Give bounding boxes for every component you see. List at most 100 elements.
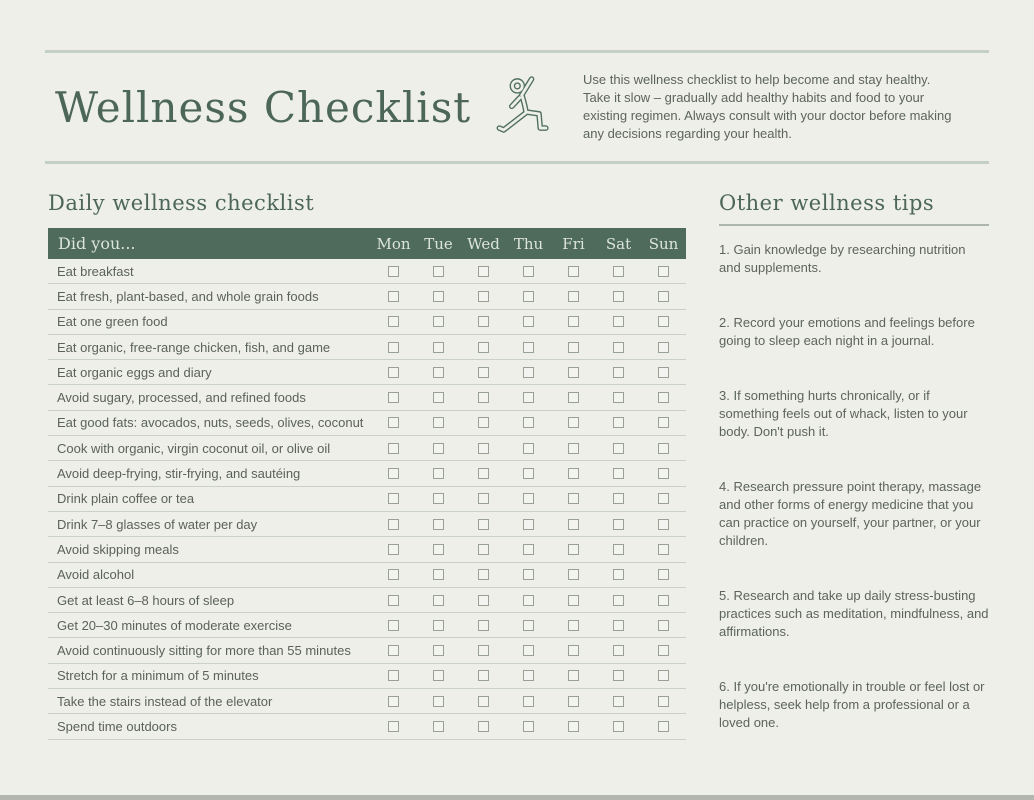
checkbox[interactable] <box>658 493 669 505</box>
checkbox[interactable] <box>388 316 399 328</box>
checkbox[interactable] <box>433 645 444 657</box>
checkbox[interactable] <box>658 468 669 480</box>
checkbox[interactable] <box>568 670 579 682</box>
checkbox[interactable] <box>388 442 399 454</box>
checkbox[interactable] <box>433 493 444 505</box>
checkbox[interactable] <box>523 619 534 631</box>
checkbox[interactable] <box>568 468 579 480</box>
checkbox[interactable] <box>523 493 534 505</box>
checkbox[interactable] <box>658 670 669 682</box>
checkbox[interactable] <box>568 619 579 631</box>
checkbox[interactable] <box>433 720 444 732</box>
checkbox[interactable] <box>478 594 489 606</box>
checkbox[interactable] <box>433 619 444 631</box>
checkbox[interactable] <box>658 645 669 657</box>
checkbox[interactable] <box>388 645 399 657</box>
checkbox[interactable] <box>433 518 444 530</box>
checkbox[interactable] <box>658 569 669 581</box>
checkbox[interactable] <box>613 493 624 505</box>
checkbox[interactable] <box>613 543 624 555</box>
checkbox[interactable] <box>478 695 489 707</box>
checkbox[interactable] <box>433 366 444 378</box>
checkbox[interactable] <box>433 695 444 707</box>
checkbox[interactable] <box>613 645 624 657</box>
checkbox[interactable] <box>613 290 624 302</box>
checkbox[interactable] <box>568 695 579 707</box>
checkbox[interactable] <box>523 468 534 480</box>
checkbox[interactable] <box>568 417 579 429</box>
checkbox[interactable] <box>433 442 444 454</box>
checkbox[interactable] <box>658 619 669 631</box>
checkbox[interactable] <box>478 316 489 328</box>
checkbox[interactable] <box>523 594 534 606</box>
checkbox[interactable] <box>658 518 669 530</box>
checkbox[interactable] <box>523 670 534 682</box>
checkbox[interactable] <box>568 518 579 530</box>
checkbox[interactable] <box>658 265 669 277</box>
checkbox[interactable] <box>523 265 534 277</box>
checkbox[interactable] <box>523 341 534 353</box>
checkbox[interactable] <box>658 417 669 429</box>
checkbox[interactable] <box>523 366 534 378</box>
checkbox[interactable] <box>433 543 444 555</box>
checkbox[interactable] <box>388 543 399 555</box>
checkbox[interactable] <box>478 442 489 454</box>
checkbox[interactable] <box>388 594 399 606</box>
checkbox[interactable] <box>478 468 489 480</box>
checkbox[interactable] <box>613 619 624 631</box>
checkbox[interactable] <box>658 392 669 404</box>
checkbox[interactable] <box>568 594 579 606</box>
checkbox[interactable] <box>478 518 489 530</box>
checkbox[interactable] <box>478 569 489 581</box>
checkbox[interactable] <box>568 366 579 378</box>
checkbox[interactable] <box>658 366 669 378</box>
checkbox[interactable] <box>388 619 399 631</box>
checkbox[interactable] <box>658 594 669 606</box>
checkbox[interactable] <box>433 468 444 480</box>
checkbox[interactable] <box>658 695 669 707</box>
checkbox[interactable] <box>478 392 489 404</box>
checkbox[interactable] <box>568 290 579 302</box>
checkbox[interactable] <box>478 417 489 429</box>
checkbox[interactable] <box>388 392 399 404</box>
checkbox[interactable] <box>433 265 444 277</box>
checkbox[interactable] <box>388 366 399 378</box>
checkbox[interactable] <box>613 518 624 530</box>
checkbox[interactable] <box>388 569 399 581</box>
checkbox[interactable] <box>478 265 489 277</box>
checkbox[interactable] <box>568 392 579 404</box>
checkbox[interactable] <box>658 543 669 555</box>
checkbox[interactable] <box>433 569 444 581</box>
checkbox[interactable] <box>568 265 579 277</box>
checkbox[interactable] <box>658 442 669 454</box>
checkbox[interactable] <box>388 493 399 505</box>
checkbox[interactable] <box>658 720 669 732</box>
checkbox[interactable] <box>613 366 624 378</box>
checkbox[interactable] <box>478 341 489 353</box>
checkbox[interactable] <box>658 341 669 353</box>
checkbox[interactable] <box>433 417 444 429</box>
checkbox[interactable] <box>613 392 624 404</box>
checkbox[interactable] <box>613 569 624 581</box>
checkbox[interactable] <box>658 290 669 302</box>
checkbox[interactable] <box>523 392 534 404</box>
checkbox[interactable] <box>478 366 489 378</box>
checkbox[interactable] <box>613 417 624 429</box>
checkbox[interactable] <box>478 670 489 682</box>
checkbox[interactable] <box>388 695 399 707</box>
checkbox[interactable] <box>523 518 534 530</box>
checkbox[interactable] <box>523 543 534 555</box>
checkbox[interactable] <box>568 720 579 732</box>
checkbox[interactable] <box>388 341 399 353</box>
checkbox[interactable] <box>613 720 624 732</box>
checkbox[interactable] <box>523 569 534 581</box>
checkbox[interactable] <box>568 543 579 555</box>
checkbox[interactable] <box>388 468 399 480</box>
checkbox[interactable] <box>613 670 624 682</box>
checkbox[interactable] <box>388 518 399 530</box>
checkbox[interactable] <box>523 695 534 707</box>
checkbox[interactable] <box>613 341 624 353</box>
checkbox[interactable] <box>388 670 399 682</box>
checkbox[interactable] <box>433 290 444 302</box>
checkbox[interactable] <box>433 392 444 404</box>
